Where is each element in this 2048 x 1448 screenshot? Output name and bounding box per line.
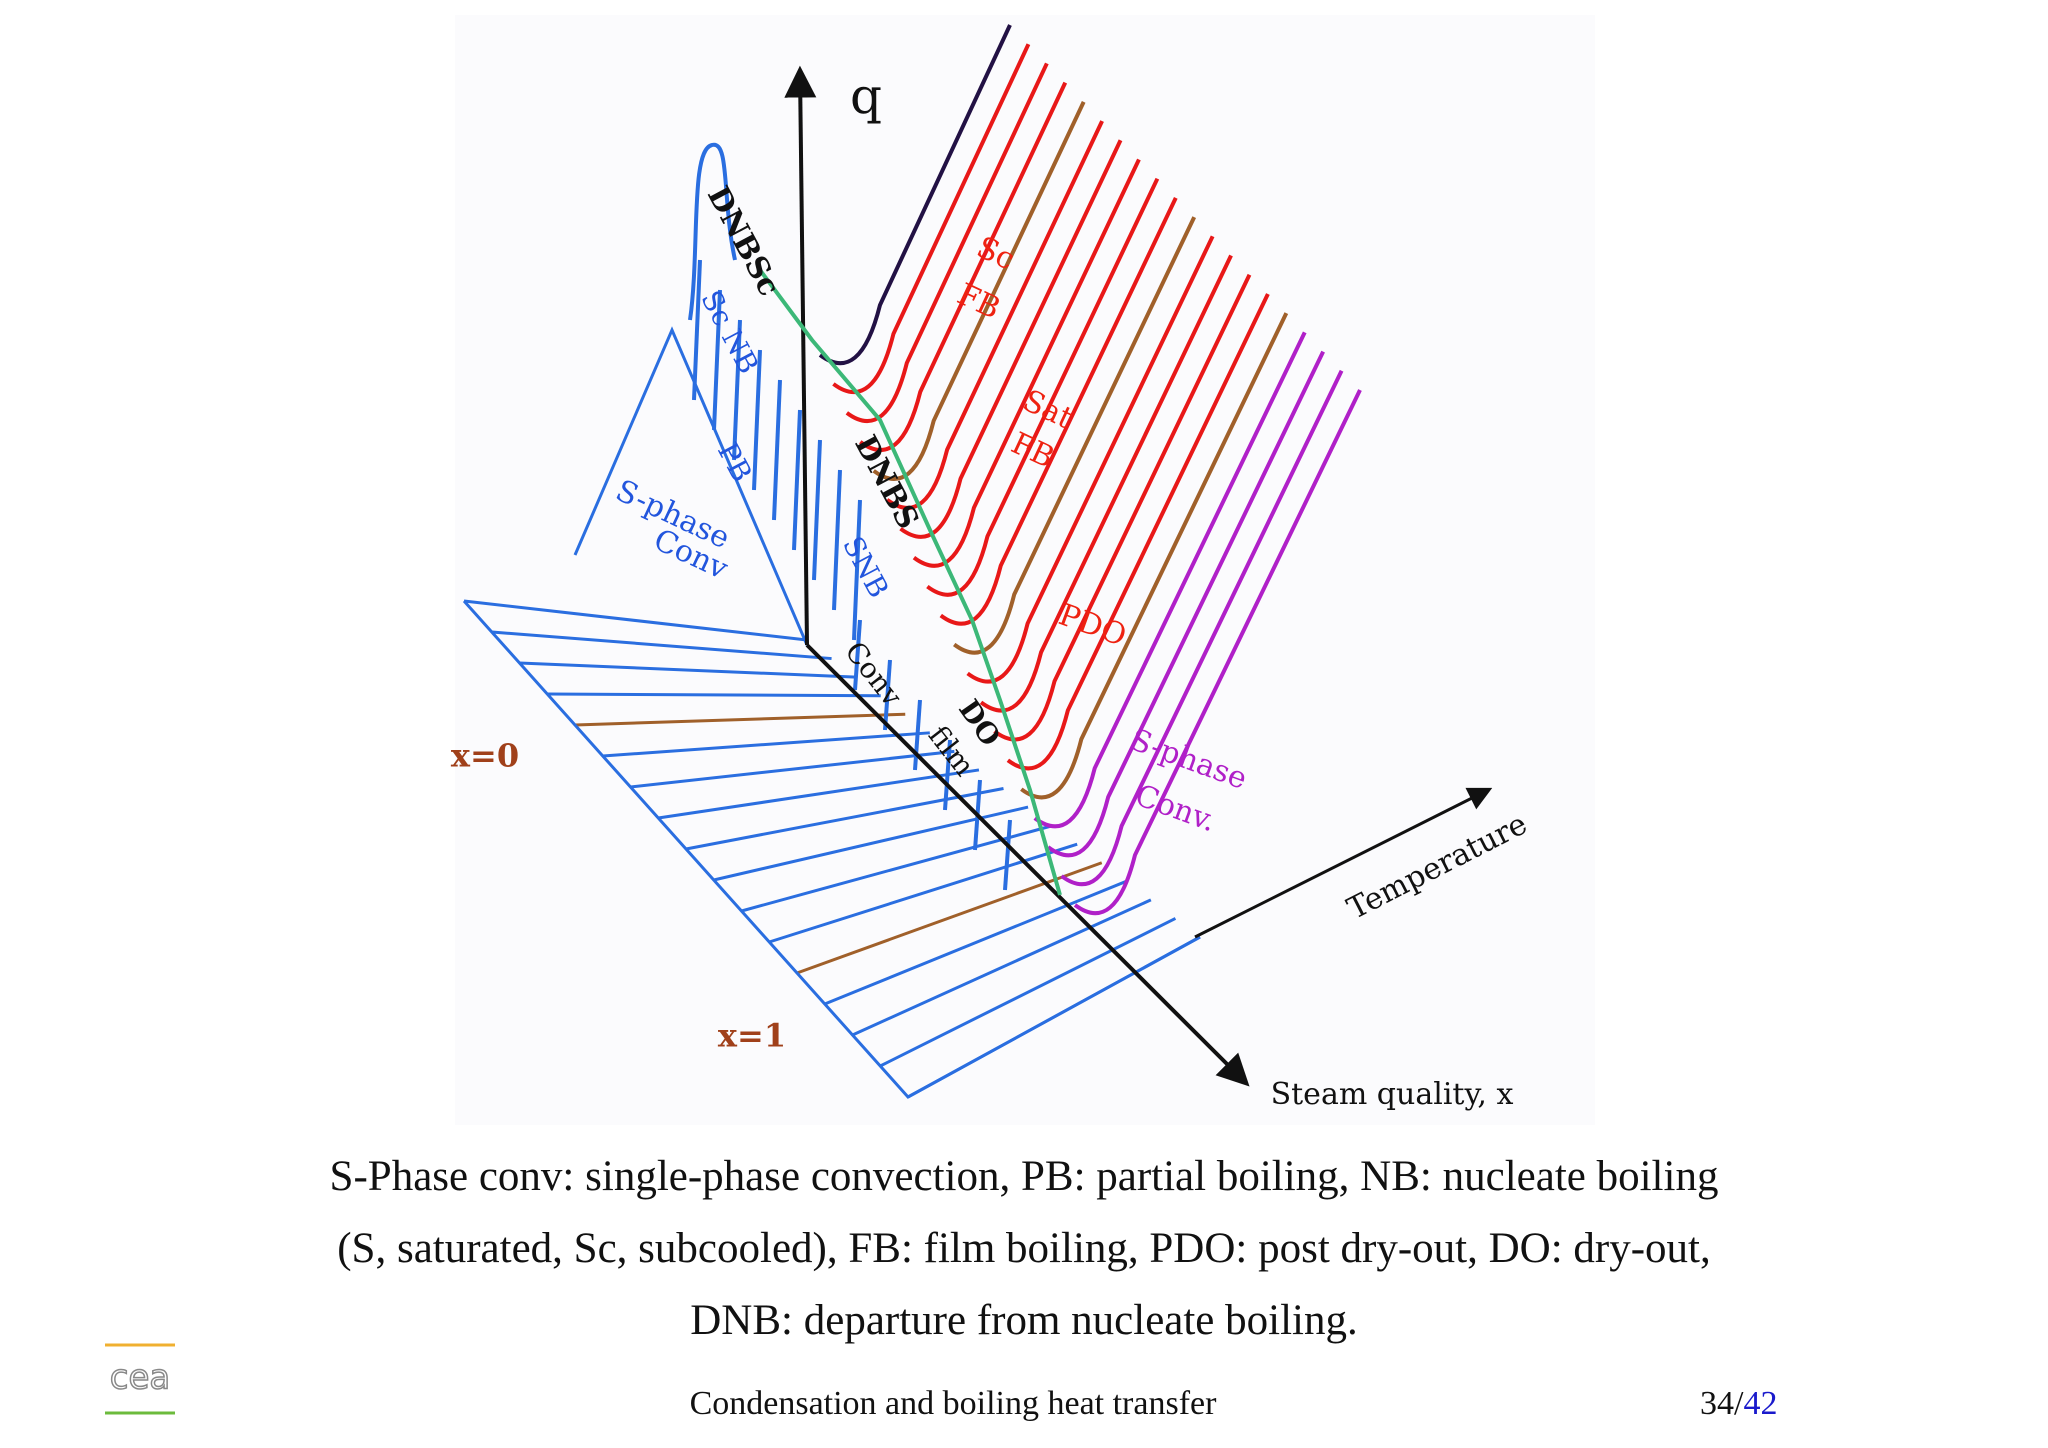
blue-stroke — [772, 379, 782, 521]
floor-line — [824, 879, 1127, 1006]
curve — [1060, 369, 1344, 887]
blue-stroke — [732, 319, 742, 461]
current-page: 34 — [1700, 1385, 1734, 1422]
floor-line — [574, 712, 906, 727]
boiling-crisis-line — [758, 268, 1062, 896]
floor-line — [879, 917, 1177, 1068]
curve — [1006, 293, 1270, 771]
curve — [979, 254, 1233, 713]
page-number: 34/42 — [1700, 1385, 1777, 1423]
blue-stroke — [792, 409, 802, 551]
temperature-axis — [1194, 787, 1493, 939]
curve — [1033, 331, 1307, 829]
floor-edge — [462, 599, 1201, 1099]
blue-stroke — [943, 739, 952, 811]
steam-quality-axis — [805, 643, 1250, 1087]
total-pages[interactable]: 42 — [1743, 1385, 1778, 1422]
blue-stroke — [752, 349, 762, 491]
floor-line — [851, 898, 1152, 1037]
curve — [872, 100, 1086, 481]
blue-stroke — [913, 699, 922, 771]
floor-line — [491, 630, 832, 661]
curve — [885, 120, 1104, 510]
blue-stroke — [692, 259, 702, 401]
floor-line — [519, 661, 857, 679]
label: x=0 — [451, 737, 519, 775]
blue-stroke — [1003, 819, 1012, 891]
curve — [926, 177, 1160, 597]
curve — [1046, 350, 1325, 858]
axis-label: Steam quality, x — [1271, 1077, 1514, 1112]
curve — [899, 139, 1123, 539]
caption-line: (S, saturated, Sc, subcooled), FB: film … — [337, 1225, 1711, 1272]
q-axis — [784, 65, 817, 646]
curve — [966, 235, 1215, 684]
blue-stroke — [883, 659, 892, 731]
floor-line — [685, 787, 1004, 851]
curve — [993, 273, 1252, 742]
curve — [939, 197, 1178, 626]
curve — [845, 62, 1049, 424]
curve — [1073, 389, 1362, 916]
floor-line — [796, 861, 1103, 975]
label: x=1 — [718, 1017, 786, 1055]
floor-line — [768, 842, 1078, 944]
wall-edge — [573, 326, 809, 646]
blue-stroke — [852, 499, 862, 641]
diagram: q DNBSc Sc NB PB S-phase Conv Sc FB Sat … — [450, 24, 1533, 1112]
blue-stroke — [812, 439, 822, 581]
q-label: q — [850, 67, 882, 125]
floor-line — [547, 692, 881, 698]
floor-line — [630, 749, 955, 789]
cea-logo: cea — [105, 1343, 175, 1415]
nb-peak — [688, 142, 737, 321]
floor-line — [602, 731, 930, 758]
blue-stroke — [832, 469, 842, 611]
caption-line: DNB: departure from nucleate boiling. — [690, 1297, 1358, 1344]
curve — [912, 158, 1141, 568]
blue-stroke — [853, 619, 862, 691]
floor-line — [463, 599, 808, 642]
curve — [832, 43, 1031, 395]
footer-title: Condensation and boiling heat transfer — [689, 1385, 1217, 1422]
caption-line: S-Phase conv: single-phase convection, P… — [329, 1153, 1719, 1200]
floor-line — [658, 768, 980, 820]
curve — [953, 216, 1197, 655]
curve — [859, 81, 1068, 453]
separator: / — [1734, 1385, 1744, 1422]
blue-stroke — [712, 289, 722, 431]
logo-text: cea — [110, 1358, 170, 1398]
